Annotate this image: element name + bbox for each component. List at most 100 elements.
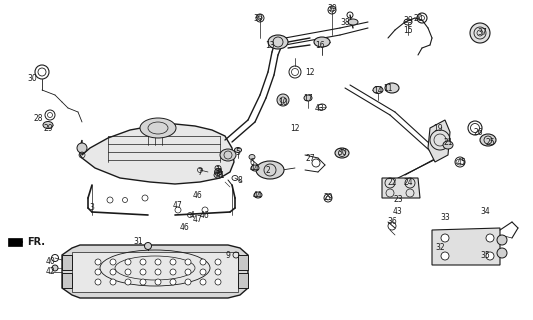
Ellipse shape bbox=[95, 269, 101, 275]
Text: 43: 43 bbox=[393, 207, 403, 217]
Text: 19: 19 bbox=[433, 124, 443, 132]
Ellipse shape bbox=[251, 165, 259, 171]
Text: 47: 47 bbox=[193, 215, 203, 225]
Text: 5: 5 bbox=[236, 148, 240, 156]
Polygon shape bbox=[428, 120, 450, 162]
Polygon shape bbox=[238, 273, 248, 288]
Ellipse shape bbox=[144, 243, 151, 250]
Text: 2: 2 bbox=[265, 165, 270, 174]
Ellipse shape bbox=[185, 269, 191, 275]
Text: 28: 28 bbox=[33, 114, 43, 123]
Ellipse shape bbox=[215, 279, 221, 285]
Ellipse shape bbox=[200, 279, 206, 285]
Text: 32: 32 bbox=[435, 244, 445, 252]
Ellipse shape bbox=[77, 143, 87, 153]
Ellipse shape bbox=[220, 149, 236, 161]
Ellipse shape bbox=[348, 19, 358, 25]
Ellipse shape bbox=[43, 122, 53, 129]
Ellipse shape bbox=[249, 155, 255, 159]
Text: 12: 12 bbox=[290, 124, 300, 132]
Ellipse shape bbox=[155, 259, 161, 265]
Ellipse shape bbox=[125, 259, 131, 265]
Text: 34: 34 bbox=[480, 207, 490, 217]
Ellipse shape bbox=[277, 94, 289, 106]
Ellipse shape bbox=[140, 118, 176, 138]
Text: 6: 6 bbox=[249, 157, 254, 166]
Text: 9: 9 bbox=[225, 251, 230, 260]
Ellipse shape bbox=[185, 259, 191, 265]
Ellipse shape bbox=[215, 259, 221, 265]
Ellipse shape bbox=[110, 269, 116, 275]
Ellipse shape bbox=[95, 259, 101, 265]
Text: 3: 3 bbox=[90, 203, 94, 212]
Text: 35: 35 bbox=[480, 251, 490, 260]
Ellipse shape bbox=[125, 279, 131, 285]
Text: 12: 12 bbox=[305, 68, 315, 76]
Polygon shape bbox=[62, 245, 248, 298]
Ellipse shape bbox=[441, 234, 449, 242]
Text: 31: 31 bbox=[133, 237, 143, 246]
Ellipse shape bbox=[254, 192, 262, 198]
Text: 30: 30 bbox=[337, 148, 347, 156]
Text: 44: 44 bbox=[253, 190, 263, 199]
Ellipse shape bbox=[335, 148, 349, 158]
Polygon shape bbox=[62, 273, 72, 288]
Text: 15: 15 bbox=[403, 26, 413, 35]
Ellipse shape bbox=[268, 35, 288, 49]
Ellipse shape bbox=[140, 259, 146, 265]
Text: 11: 11 bbox=[383, 84, 393, 92]
Text: 1: 1 bbox=[216, 165, 220, 174]
Polygon shape bbox=[432, 228, 500, 265]
Text: 16: 16 bbox=[315, 41, 325, 50]
Text: 20: 20 bbox=[413, 13, 423, 22]
Text: 22: 22 bbox=[387, 178, 397, 187]
Text: 36: 36 bbox=[387, 218, 397, 227]
Text: 46: 46 bbox=[200, 211, 210, 220]
Ellipse shape bbox=[95, 279, 101, 285]
Text: 47: 47 bbox=[173, 201, 183, 210]
Text: 13: 13 bbox=[265, 41, 275, 50]
Polygon shape bbox=[80, 124, 234, 184]
Ellipse shape bbox=[443, 141, 453, 149]
Ellipse shape bbox=[107, 197, 113, 203]
Text: 29: 29 bbox=[323, 194, 333, 203]
Text: 39: 39 bbox=[403, 15, 413, 25]
Ellipse shape bbox=[497, 235, 507, 245]
Ellipse shape bbox=[385, 83, 399, 93]
Text: 8: 8 bbox=[238, 175, 243, 185]
Ellipse shape bbox=[256, 161, 284, 179]
Text: 26: 26 bbox=[473, 127, 483, 137]
Polygon shape bbox=[8, 238, 22, 246]
Ellipse shape bbox=[202, 207, 208, 213]
Ellipse shape bbox=[214, 172, 222, 178]
Ellipse shape bbox=[486, 252, 494, 260]
Text: 17: 17 bbox=[303, 93, 313, 102]
Text: 41: 41 bbox=[215, 171, 225, 180]
Polygon shape bbox=[62, 255, 72, 270]
Ellipse shape bbox=[125, 269, 131, 275]
Text: 46: 46 bbox=[193, 190, 203, 199]
Ellipse shape bbox=[155, 279, 161, 285]
Ellipse shape bbox=[155, 269, 161, 275]
Ellipse shape bbox=[235, 148, 241, 153]
Text: 7: 7 bbox=[198, 167, 203, 177]
Text: 48: 48 bbox=[213, 167, 223, 177]
Text: 4: 4 bbox=[190, 211, 195, 220]
Ellipse shape bbox=[200, 269, 206, 275]
Ellipse shape bbox=[441, 252, 449, 260]
Text: 10: 10 bbox=[278, 98, 288, 107]
Text: 38: 38 bbox=[340, 18, 350, 27]
Ellipse shape bbox=[52, 265, 58, 271]
Ellipse shape bbox=[314, 37, 330, 47]
Ellipse shape bbox=[480, 134, 496, 146]
Ellipse shape bbox=[170, 269, 176, 275]
Text: 29: 29 bbox=[43, 124, 53, 132]
Polygon shape bbox=[382, 178, 420, 198]
Ellipse shape bbox=[175, 207, 181, 213]
Text: 45: 45 bbox=[457, 157, 467, 166]
Text: 40: 40 bbox=[45, 258, 55, 267]
Ellipse shape bbox=[185, 279, 191, 285]
Text: 42: 42 bbox=[45, 268, 55, 276]
Ellipse shape bbox=[497, 248, 507, 258]
Text: 44: 44 bbox=[250, 164, 260, 172]
